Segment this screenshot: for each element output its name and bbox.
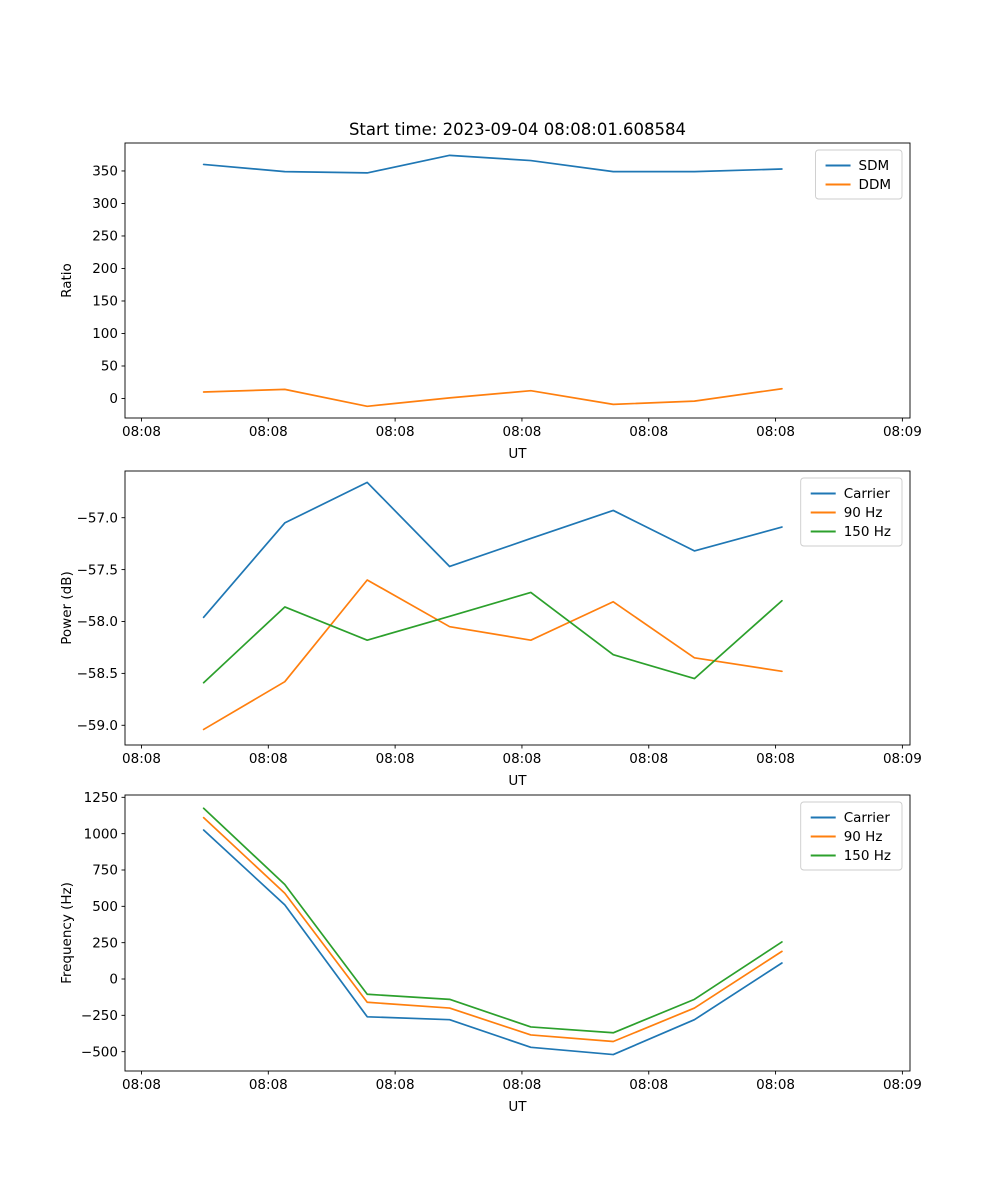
x-tick-label: 08:08 — [249, 424, 288, 440]
x-tick-label: 08:09 — [883, 424, 922, 440]
x-tick-label: 08:08 — [756, 751, 795, 767]
legend-box — [800, 801, 903, 871]
y-tick-label: 350 — [92, 164, 118, 180]
legend-label: 90 Hz — [844, 505, 883, 521]
legend-label: SDM — [859, 158, 890, 174]
y-tick-label: −57.0 — [77, 510, 118, 526]
x-axis-label: UT — [508, 773, 527, 789]
x-tick-label: 08:08 — [376, 751, 415, 767]
axes-frame — [124, 142, 911, 419]
legend-ratio: SDM DDM — [815, 149, 903, 200]
y-tick-label: −250 — [81, 1008, 118, 1024]
x-tick-label: 08:08 — [502, 751, 541, 767]
legend-label: Carrier — [844, 810, 891, 826]
legend-label: 150 Hz — [844, 848, 891, 864]
series-line-carrier — [202, 829, 783, 1056]
axes-ratio: 08:08 08:08 08:08 08:08 08:08 08:08 08:09 0 50 10… — [59, 142, 922, 462]
axes-frame — [124, 794, 911, 1072]
y-tick-label: 50 — [101, 359, 118, 375]
legend-power: Carrier 90 Hz 150 Hz — [800, 477, 903, 547]
y-tick-label: 0 — [109, 391, 118, 407]
series-line-90-hz — [202, 816, 783, 1043]
y-tick-label: −58.0 — [77, 614, 118, 630]
x-tick-label: 08:08 — [122, 424, 161, 440]
x-tick-label: 08:08 — [122, 1077, 161, 1093]
series-line-carrier — [202, 481, 783, 619]
y-tick-label: 100 — [92, 326, 118, 342]
y-tick-label: 300 — [92, 196, 118, 212]
x-tick-label: 08:08 — [376, 424, 415, 440]
y-tick-label: −58.5 — [77, 666, 118, 682]
x-tick-label: 08:08 — [376, 1077, 415, 1093]
axes-frequency: 08:08 08:08 08:08 08:08 08:08 08:08 08:09 −500 −… — [59, 790, 922, 1115]
x-tick-label: 08:09 — [883, 1077, 922, 1093]
series-line-ddm — [202, 387, 783, 408]
x-axis-label: UT — [508, 446, 527, 462]
y-axis-label: Power (dB) — [59, 571, 75, 644]
x-tick-label: 08:08 — [502, 424, 541, 440]
series-line-sdm — [202, 154, 783, 174]
x-tick-label: 08:08 — [122, 751, 161, 767]
axes-frame — [124, 470, 911, 746]
y-tick-label: 1250 — [84, 790, 118, 806]
series-line-150-hz — [202, 591, 783, 684]
x-axis-label: UT — [508, 1099, 527, 1115]
series-line-150-hz — [202, 807, 783, 1034]
series-line-90-hz — [202, 579, 783, 731]
legend-label: 90 Hz — [844, 829, 883, 845]
legend-box — [800, 477, 903, 547]
y-tick-label: 250 — [92, 935, 118, 951]
y-tick-label: −500 — [81, 1044, 118, 1060]
x-tick-label: 08:08 — [756, 424, 795, 440]
legend-frequency: Carrier 90 Hz 150 Hz — [800, 801, 903, 871]
figure-title: Start time: 2023-09-04 08:08:01.608584 — [348, 120, 687, 139]
x-tick-label: 08:08 — [249, 751, 288, 767]
x-tick-label: 08:08 — [249, 1077, 288, 1093]
y-tick-label: 750 — [92, 863, 118, 879]
y-tick-label: −59.0 — [77, 718, 118, 734]
y-tick-label: 500 — [92, 899, 118, 915]
x-tick-label: 08:09 — [883, 751, 922, 767]
y-tick-label: 250 — [92, 229, 118, 245]
x-tick-label: 08:08 — [629, 1077, 668, 1093]
legend-box — [815, 149, 903, 200]
x-tick-label: 08:08 — [502, 1077, 541, 1093]
legend-label: 150 Hz — [844, 524, 891, 540]
y-axis-label: Ratio — [59, 263, 75, 298]
y-tick-label: 150 — [92, 294, 118, 310]
legend-label: DDM — [859, 177, 891, 193]
y-tick-label: 200 — [92, 261, 118, 277]
legend-label: Carrier — [844, 486, 891, 502]
y-tick-label: 1000 — [84, 826, 118, 842]
axes-power: 08:08 08:08 08:08 08:08 08:08 08:08 08:09 −59.0… — [59, 470, 922, 789]
y-axis-label: Frequency (Hz) — [59, 882, 75, 984]
y-tick-label: −57.5 — [77, 562, 118, 578]
y-tick-label: 0 — [109, 972, 118, 988]
x-tick-label: 08:08 — [756, 1077, 795, 1093]
x-tick-label: 08:08 — [629, 751, 668, 767]
x-tick-label: 08:08 — [629, 424, 668, 440]
